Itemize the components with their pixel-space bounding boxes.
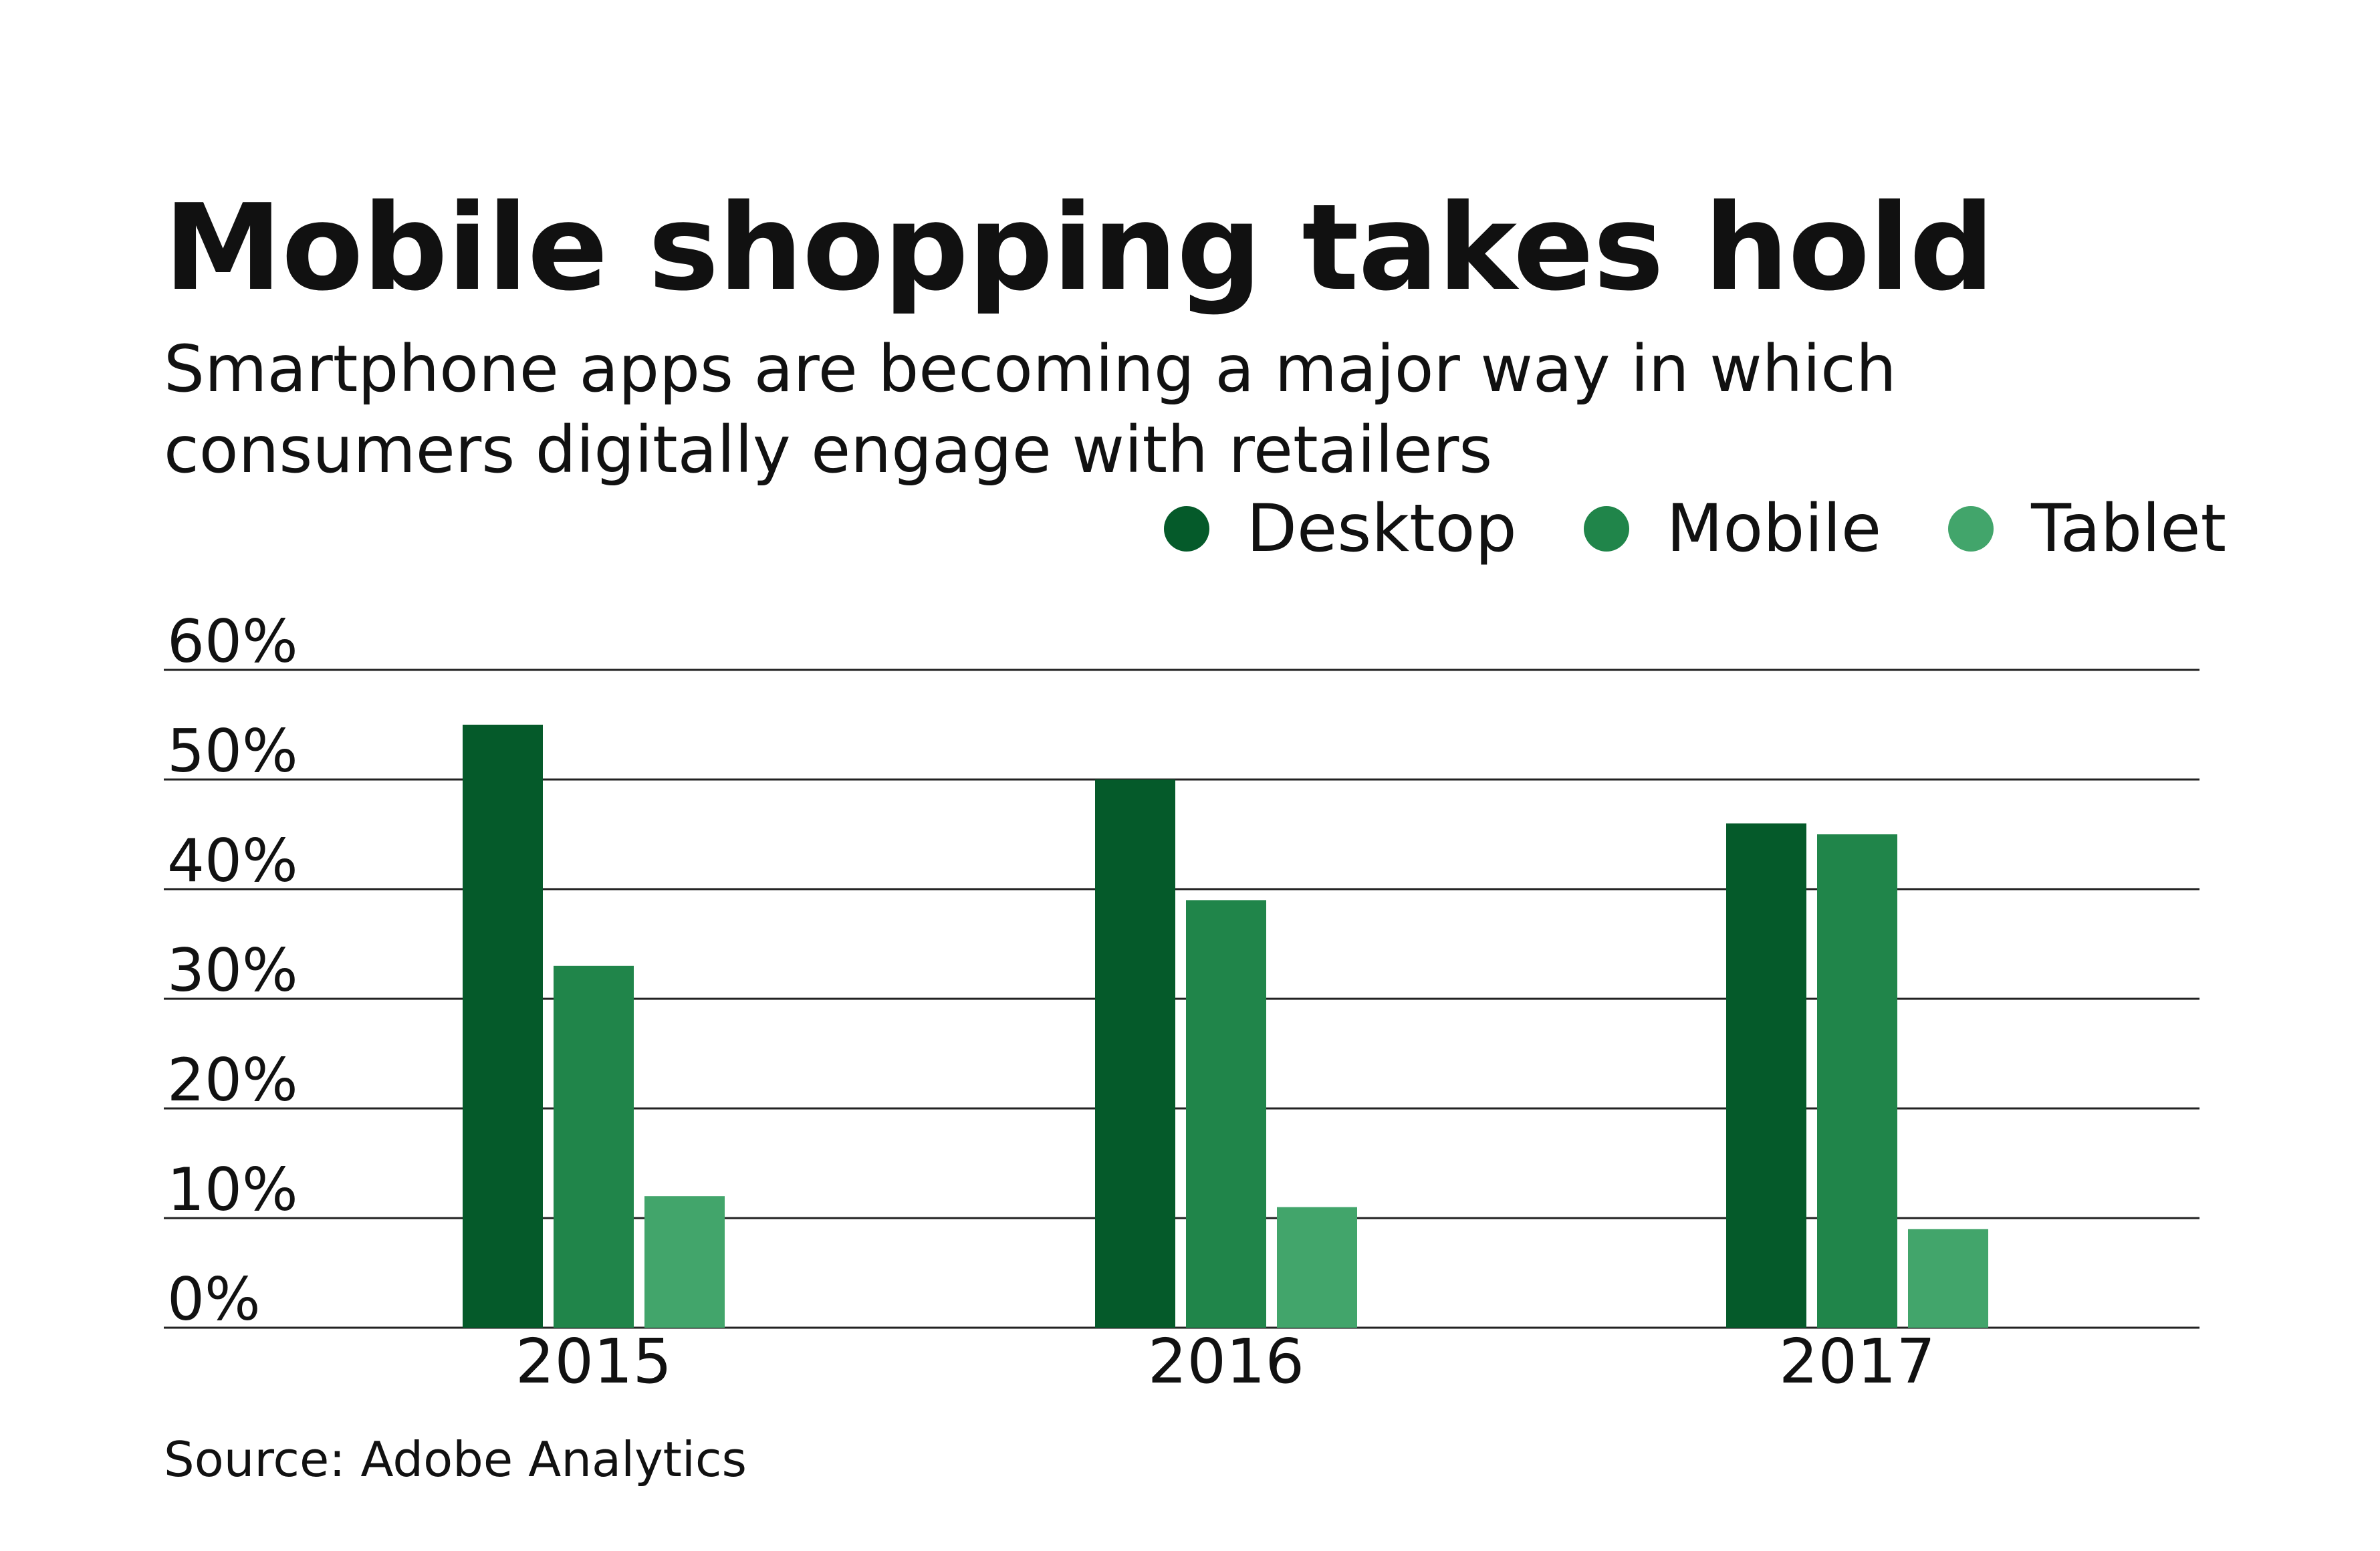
bar-desktop-2016 — [1095, 780, 1175, 1328]
x-tick-label: 2017 — [1779, 1326, 1935, 1397]
x-tick-label: 2015 — [515, 1326, 672, 1397]
chart-title: Mobile shopping takes hold — [164, 178, 1994, 317]
legend-label-mobile: Mobile — [1666, 491, 1882, 567]
legend-item-desktop: Desktop — [1163, 491, 1517, 567]
legend-swatch-mobile — [1583, 506, 1629, 552]
y-tick-label: 40% — [167, 826, 298, 895]
bar-desktop-2015 — [463, 725, 543, 1328]
bar-mobile-2017 — [1817, 834, 1897, 1328]
y-tick-label: 20% — [167, 1046, 298, 1114]
bar-mobile-2016 — [1186, 900, 1266, 1328]
chart-subtitle: Smartphone apps are becoming a major way… — [164, 332, 1897, 487]
legend-label-tablet: Tablet — [2031, 491, 2226, 567]
legend-label-desktop: Desktop — [1246, 491, 1517, 567]
legend-item-tablet: Tablet — [1948, 496, 2226, 562]
legend-swatch-tablet — [1948, 506, 1994, 552]
y-tick-label: 60% — [167, 607, 298, 676]
y-tick-label: 50% — [167, 717, 298, 786]
x-tick-label: 2016 — [1148, 1326, 1304, 1397]
legend: Desktop Mobile Tablet — [1097, 496, 2226, 562]
y-tick-label: 30% — [167, 936, 298, 1005]
bar-tablet-2015 — [644, 1196, 725, 1328]
y-tick-label: 10% — [167, 1155, 298, 1224]
bar-desktop-2017 — [1726, 823, 1806, 1328]
bar-tablet-2017 — [1908, 1229, 1988, 1328]
bar-tablet-2016 — [1277, 1207, 1357, 1328]
y-tick-label: 0% — [167, 1265, 261, 1334]
legend-item-mobile: Mobile — [1583, 491, 1882, 567]
legend-swatch-desktop — [1163, 506, 1209, 552]
source-note: Source: Adobe Analytics — [164, 1431, 747, 1487]
bar-mobile-2015 — [554, 965, 634, 1328]
